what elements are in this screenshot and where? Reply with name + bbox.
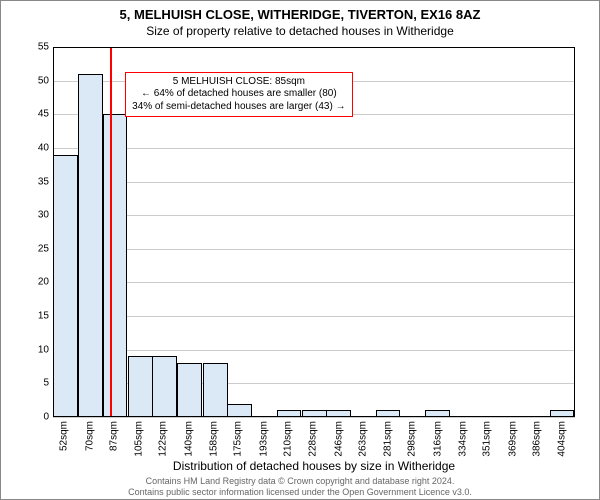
gridline — [53, 148, 575, 149]
histogram-bar — [550, 410, 575, 417]
gridline — [53, 47, 575, 48]
x-tick-label: 334sqm — [458, 421, 469, 457]
subject-marker-line — [110, 47, 112, 417]
x-tick-label: 404sqm — [557, 421, 568, 457]
y-tick-label: 55 — [38, 42, 49, 53]
y-tick-label: 40 — [38, 142, 49, 153]
x-tick-label: 298sqm — [407, 421, 418, 457]
histogram-bar — [177, 363, 202, 417]
annotation-line: ← 64% of detached houses are smaller (80… — [132, 88, 345, 101]
annotation-line: 5 MELHUISH CLOSE: 85sqm — [132, 76, 345, 89]
x-tick-label: 193sqm — [258, 421, 269, 457]
annotation-line: 34% of semi-detached houses are larger (… — [132, 101, 345, 114]
x-tick-label: 263sqm — [357, 421, 368, 457]
chart-container: 5, MELHUISH CLOSE, WITHERIDGE, TIVERTON,… — [0, 0, 600, 500]
gridline — [53, 249, 575, 250]
gridline — [53, 182, 575, 183]
gridline — [53, 316, 575, 317]
chart-title-main: 5, MELHUISH CLOSE, WITHERIDGE, TIVERTON,… — [1, 7, 599, 22]
gridline — [53, 215, 575, 216]
y-tick-label: 35 — [38, 176, 49, 187]
histogram-bar — [203, 363, 228, 417]
x-tick-label: 281sqm — [383, 421, 394, 457]
y-tick-label: 20 — [38, 277, 49, 288]
y-tick-label: 0 — [43, 412, 49, 423]
chart-title-sub: Size of property relative to detached ho… — [1, 24, 599, 38]
y-tick-label: 45 — [38, 109, 49, 120]
y-tick-label: 5 — [43, 378, 49, 389]
histogram-bar — [78, 74, 103, 417]
histogram-bar — [227, 404, 252, 417]
x-tick-label: 140sqm — [183, 421, 194, 457]
x-tick-label: 52sqm — [59, 421, 70, 451]
x-tick-label: 210sqm — [282, 421, 293, 457]
gridline — [53, 282, 575, 283]
y-tick-label: 30 — [38, 210, 49, 221]
footer-line-1: Contains HM Land Registry data © Crown c… — [1, 476, 599, 486]
x-tick-label: 175sqm — [233, 421, 244, 457]
plot-area: 051015202530354045505552sqm70sqm87sqm105… — [53, 47, 575, 417]
x-tick-label: 228sqm — [308, 421, 319, 457]
histogram-bar — [103, 114, 128, 417]
x-tick-label: 369sqm — [507, 421, 518, 457]
gridline — [53, 350, 575, 351]
x-tick-label: 122sqm — [158, 421, 169, 457]
histogram-bar — [326, 410, 351, 417]
histogram-bar — [277, 410, 302, 417]
y-tick-label: 50 — [38, 75, 49, 86]
x-tick-label: 105sqm — [134, 421, 145, 457]
x-tick-label: 386sqm — [531, 421, 542, 457]
gridline — [53, 417, 575, 418]
y-tick-label: 25 — [38, 243, 49, 254]
x-tick-label: 351sqm — [482, 421, 493, 457]
footer-line-2: Contains public sector information licen… — [1, 487, 599, 497]
attribution-footer: Contains HM Land Registry data © Crown c… — [1, 476, 599, 497]
annotation-box: 5 MELHUISH CLOSE: 85sqm← 64% of detached… — [125, 72, 352, 118]
x-tick-label: 158sqm — [209, 421, 220, 457]
x-axis-label: Distribution of detached houses by size … — [53, 459, 575, 473]
y-tick-label: 15 — [38, 311, 49, 322]
x-tick-label: 70sqm — [84, 421, 95, 451]
y-tick-label: 10 — [38, 344, 49, 355]
x-tick-label: 87sqm — [108, 421, 119, 451]
histogram-bar — [152, 356, 177, 417]
x-tick-label: 246sqm — [333, 421, 344, 457]
x-tick-label: 316sqm — [432, 421, 443, 457]
histogram-bar — [53, 155, 78, 417]
histogram-bar — [128, 356, 153, 417]
histogram-bar — [376, 410, 401, 417]
histogram-bar — [425, 410, 450, 417]
histogram-bar — [302, 410, 327, 417]
